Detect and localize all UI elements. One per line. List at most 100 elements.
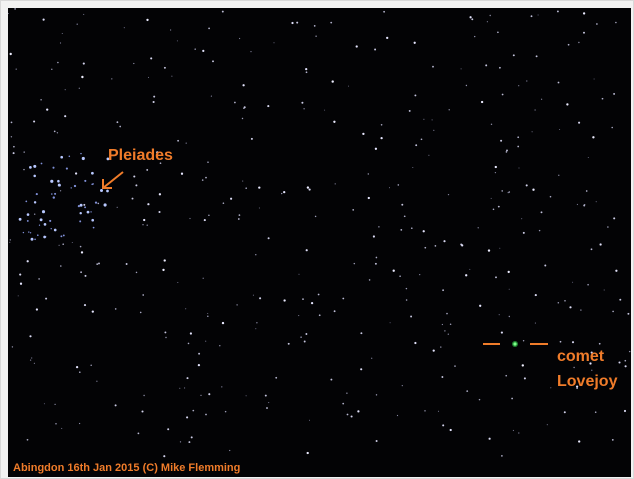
star (414, 342, 416, 344)
star (539, 230, 540, 231)
star (440, 346, 441, 347)
star (615, 22, 617, 24)
star (375, 148, 377, 150)
star (83, 204, 85, 206)
star (389, 187, 390, 188)
star (402, 385, 403, 386)
star (481, 101, 483, 103)
star (95, 201, 97, 203)
star (79, 220, 81, 222)
star (25, 201, 27, 203)
star (50, 180, 53, 183)
star (27, 220, 29, 222)
star (18, 295, 19, 296)
star (34, 239, 36, 241)
star (491, 124, 492, 125)
star (596, 23, 598, 25)
star (432, 119, 433, 120)
star (115, 308, 117, 310)
star (267, 105, 269, 107)
image-frame: Pleiades comet Lovejoy Abingdon 16th Jan… (0, 0, 634, 479)
star (615, 270, 617, 272)
star (98, 262, 100, 264)
star (518, 167, 519, 168)
star (584, 204, 586, 206)
star (521, 218, 522, 219)
star (401, 204, 403, 206)
star (578, 42, 579, 43)
star (611, 127, 613, 129)
star (283, 191, 285, 193)
star (239, 38, 240, 39)
star (80, 153, 81, 154)
star (84, 180, 86, 182)
star (185, 308, 186, 309)
star (246, 395, 247, 396)
star (65, 89, 66, 90)
star (572, 341, 574, 343)
star (188, 343, 190, 345)
star (423, 119, 424, 120)
star (42, 210, 45, 213)
star (354, 263, 355, 264)
star (136, 272, 138, 274)
star (275, 377, 277, 379)
star (368, 197, 370, 199)
star (61, 428, 62, 429)
star (373, 235, 375, 237)
star (474, 36, 475, 37)
star (204, 219, 206, 221)
star (255, 328, 256, 329)
star (222, 322, 224, 324)
star (242, 181, 243, 182)
star (410, 316, 412, 318)
star (20, 283, 22, 285)
star (138, 433, 140, 435)
star (239, 214, 241, 216)
star (205, 177, 207, 179)
star (34, 201, 36, 203)
star (259, 297, 261, 299)
star (517, 146, 519, 148)
star (351, 415, 353, 417)
star (81, 76, 83, 78)
star (607, 226, 609, 228)
star (591, 248, 593, 250)
star (465, 274, 467, 276)
star (33, 165, 36, 168)
star (485, 64, 487, 66)
star (578, 122, 580, 124)
star (415, 144, 417, 146)
star (146, 169, 148, 171)
star (346, 393, 347, 394)
star (221, 386, 222, 387)
star (143, 395, 144, 396)
star (33, 120, 35, 122)
star (564, 300, 566, 302)
star (43, 236, 46, 239)
star (91, 172, 94, 175)
star (449, 109, 450, 110)
star (629, 351, 630, 352)
star (164, 331, 166, 333)
star (531, 15, 533, 17)
star (578, 440, 580, 442)
star (207, 316, 209, 318)
star (82, 157, 85, 160)
star (532, 131, 533, 132)
star (398, 184, 400, 186)
star (559, 129, 560, 130)
star (301, 102, 303, 104)
star (44, 403, 45, 404)
star (238, 218, 240, 220)
star (568, 44, 570, 46)
star (406, 288, 407, 289)
star (497, 31, 499, 33)
star (258, 186, 260, 188)
star (225, 411, 227, 413)
star (150, 57, 152, 59)
star (52, 167, 54, 169)
star (133, 63, 134, 64)
star (87, 211, 90, 214)
star (305, 68, 307, 70)
